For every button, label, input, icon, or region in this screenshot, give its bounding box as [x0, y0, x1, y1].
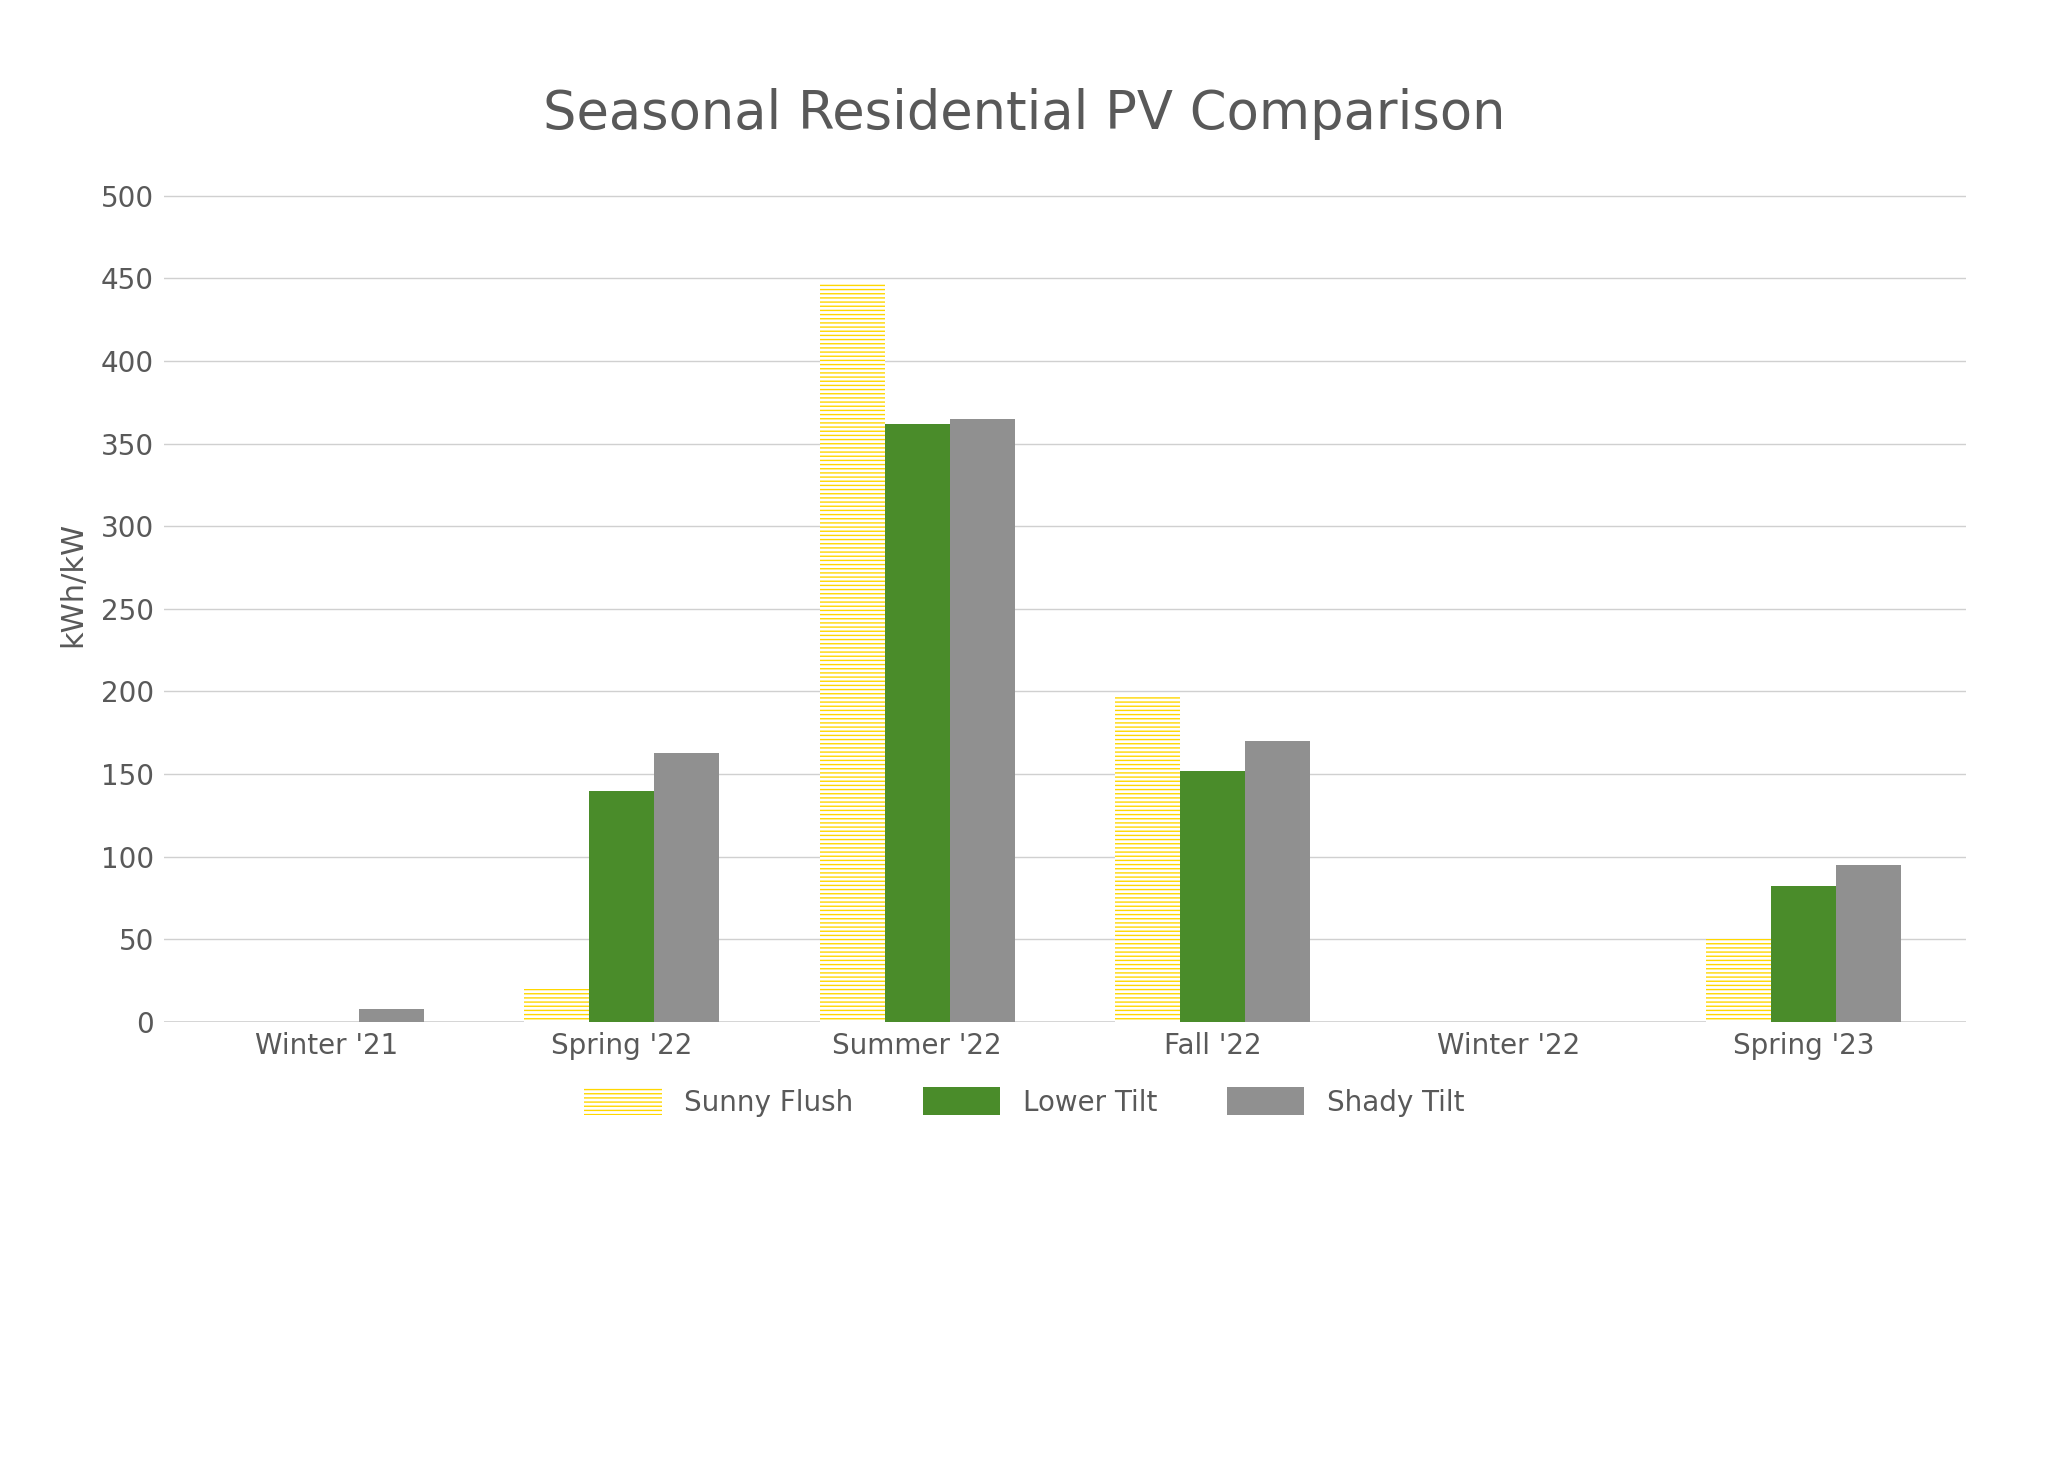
Bar	[590, 791, 653, 1022]
Bar	[1706, 939, 1772, 1022]
Bar	[819, 283, 885, 1022]
Y-axis label: kWh/kW: kWh/kW	[57, 521, 86, 647]
Bar	[1706, 939, 1772, 1022]
Bar	[1772, 886, 1837, 1022]
Bar	[1837, 864, 1901, 1022]
Bar	[950, 419, 1014, 1022]
Bar	[819, 283, 885, 1022]
Bar	[1116, 696, 1180, 1022]
Bar	[885, 423, 950, 1022]
Bar	[1116, 696, 1180, 1022]
Bar	[1245, 742, 1311, 1022]
Bar	[653, 752, 719, 1022]
Bar	[524, 988, 590, 1022]
Bar	[524, 988, 590, 1022]
Text: Seasonal Residential PV Comparison: Seasonal Residential PV Comparison	[543, 88, 1505, 140]
Bar	[1180, 771, 1245, 1022]
Legend: Sunny Flush, Lower Tilt, Shady Tilt: Sunny Flush, Lower Tilt, Shady Tilt	[584, 1088, 1464, 1117]
Bar	[358, 1009, 424, 1022]
